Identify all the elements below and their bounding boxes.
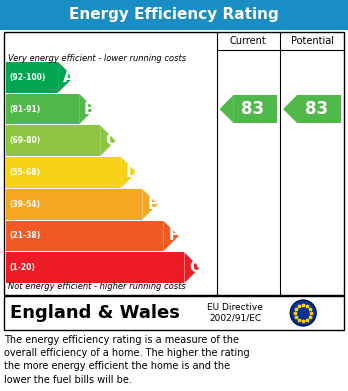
Bar [6, 93, 79, 124]
Text: D: D [126, 165, 138, 180]
Bar [4, 32, 344, 295]
Polygon shape [163, 221, 179, 251]
Text: (55-68): (55-68) [9, 168, 40, 177]
Text: (92-100): (92-100) [9, 73, 45, 82]
Bar [6, 221, 163, 251]
Bar [6, 126, 100, 156]
Polygon shape [184, 252, 200, 283]
Text: 83: 83 [305, 100, 328, 118]
Bar [6, 157, 121, 188]
Bar [6, 189, 142, 220]
Circle shape [290, 300, 316, 326]
Text: C: C [105, 133, 117, 148]
Text: G: G [189, 260, 201, 275]
Text: (1-20): (1-20) [9, 263, 35, 272]
Text: Very energy efficient - lower running costs: Very energy efficient - lower running co… [8, 54, 186, 63]
Bar [234, 95, 277, 124]
Polygon shape [121, 157, 137, 188]
Bar [0, 0, 348, 30]
Bar [6, 252, 184, 283]
Polygon shape [100, 126, 116, 156]
Polygon shape [283, 95, 298, 124]
Text: (69-80): (69-80) [9, 136, 40, 145]
Text: Not energy efficient - higher running costs: Not energy efficient - higher running co… [8, 282, 186, 291]
Text: England & Wales: England & Wales [10, 304, 180, 322]
Text: (21-38): (21-38) [9, 231, 40, 240]
Text: EU Directive
2002/91/EC: EU Directive 2002/91/EC [207, 303, 263, 323]
Polygon shape [142, 189, 158, 220]
Text: A: A [63, 70, 75, 85]
Bar [4, 296, 344, 330]
Polygon shape [79, 93, 95, 124]
Text: 83: 83 [241, 100, 264, 118]
Polygon shape [220, 95, 234, 124]
Text: F: F [169, 228, 179, 244]
Text: Potential: Potential [291, 36, 333, 46]
Bar [6, 62, 58, 93]
Polygon shape [58, 62, 73, 93]
Text: Current: Current [230, 36, 267, 46]
Text: Energy Efficiency Rating: Energy Efficiency Rating [69, 7, 279, 23]
Text: (81-91): (81-91) [9, 104, 40, 113]
Text: B: B [84, 102, 96, 117]
Text: (39-54): (39-54) [9, 200, 40, 209]
Text: E: E [148, 197, 158, 212]
Text: The energy efficiency rating is a measure of the
overall efficiency of a home. T: The energy efficiency rating is a measur… [4, 335, 250, 385]
Bar [298, 95, 341, 124]
